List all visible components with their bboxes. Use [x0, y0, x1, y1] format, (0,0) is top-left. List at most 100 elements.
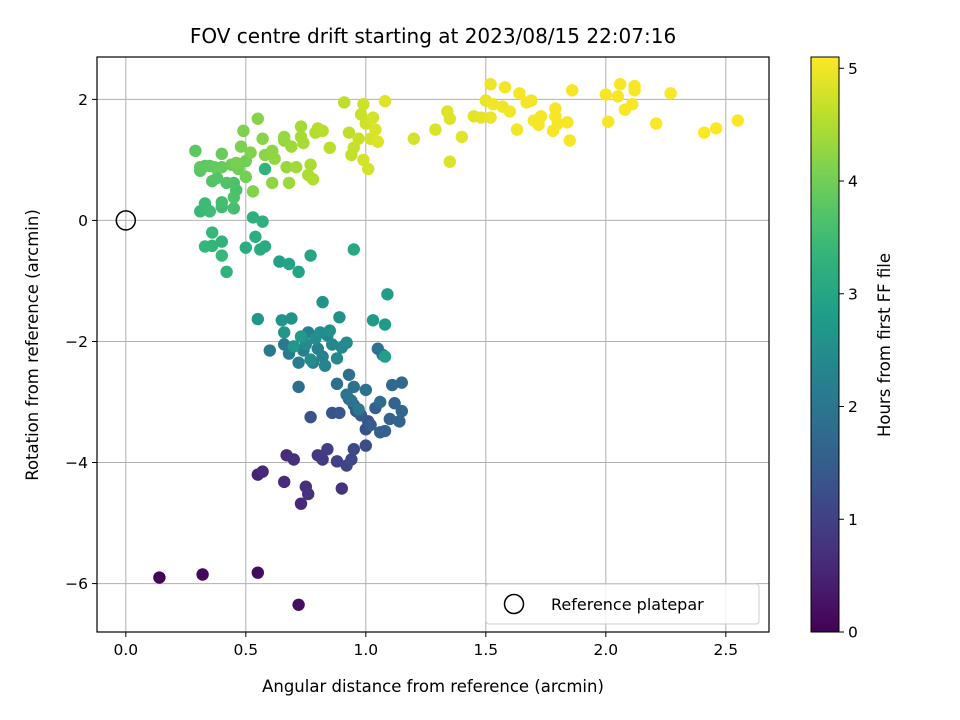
data-point: [549, 110, 562, 123]
data-point: [443, 112, 456, 125]
data-point: [304, 410, 317, 424]
data-point: [486, 98, 500, 111]
data-point: [374, 395, 387, 409]
data-point: [282, 257, 296, 271]
legend-reference-label: Reference platepar: [551, 595, 704, 614]
colorbar-ticks: 0 1 2 3 4 5: [839, 60, 858, 642]
data-point: [194, 160, 207, 174]
data-point: [304, 249, 317, 262]
data-point: [503, 105, 516, 118]
data-point: [256, 132, 269, 145]
data-point: [304, 353, 317, 366]
legend-reference-marker: [503, 593, 525, 615]
data-point: [474, 111, 488, 124]
data-point: [268, 152, 281, 165]
legend: Reference platepar: [485, 583, 760, 625]
data-point: [316, 453, 329, 466]
x-tick-label: 0.0: [113, 641, 138, 659]
data-point: [206, 226, 219, 239]
data-point: [227, 202, 240, 215]
colorbar-tick-label: 3: [848, 285, 858, 303]
data-point: [366, 111, 380, 124]
data-point: [297, 136, 310, 150]
data-point: [306, 173, 320, 186]
data-point: [239, 241, 252, 254]
colorbar-label: Hours from first FF file: [875, 253, 894, 437]
data-point: [388, 397, 401, 410]
data-point: [294, 120, 308, 133]
colorbar-tick-label: 4: [848, 173, 858, 191]
data-point: [602, 115, 615, 128]
data-point: [292, 356, 305, 369]
data-point: [275, 314, 288, 327]
data-point: [650, 117, 663, 130]
data-point: [292, 265, 305, 279]
data-point: [340, 336, 353, 349]
data-point: [215, 249, 228, 262]
y-tick-label: −2: [65, 333, 88, 351]
data-point: [534, 110, 548, 123]
x-tick-label: 1.5: [473, 641, 498, 659]
data-point: [333, 311, 346, 324]
colorbar-gradient: [810, 56, 840, 633]
data-point: [611, 90, 624, 103]
data-point: [455, 130, 468, 144]
data-point: [323, 324, 336, 337]
data-point: [443, 155, 456, 168]
data-point: [347, 443, 360, 456]
data-point: [407, 132, 420, 145]
data-point: [347, 243, 360, 256]
data-point: [251, 566, 264, 579]
data-point: [285, 312, 298, 325]
data-point: [342, 126, 356, 139]
grid-lines: [97, 57, 769, 632]
data-point: [246, 185, 260, 198]
data-point: [395, 404, 408, 418]
data-point: [287, 340, 300, 353]
data-point: [326, 338, 339, 351]
x-axis-label: Angular distance from reference (arcmin): [262, 677, 604, 696]
data-point: [628, 84, 641, 97]
data-point: [196, 568, 209, 581]
data-point: [563, 134, 576, 147]
data-point: [230, 156, 243, 170]
data-point: [239, 170, 252, 184]
colorbar-tick-label: 1: [848, 511, 858, 529]
data-point: [287, 453, 300, 466]
reference-platepar-marker: [115, 210, 137, 231]
colorbar-tick-label: 2: [848, 398, 858, 416]
data-point: [330, 377, 344, 391]
data-point: [395, 376, 408, 389]
x-tick-label: 1.0: [353, 641, 378, 659]
data-point: [366, 314, 380, 327]
data-point: [393, 415, 406, 428]
data-point: [561, 116, 574, 129]
data-point: [362, 162, 375, 176]
data-point: [378, 318, 392, 331]
data-point: [273, 255, 286, 268]
plot-axes: [96, 56, 770, 633]
data-point: [258, 162, 272, 176]
data-point: [215, 196, 228, 209]
data-point: [731, 114, 744, 127]
data-point: [244, 146, 257, 159]
data-point: [189, 144, 202, 158]
data-point: [381, 288, 394, 301]
chart-title: FOV centre drift starting at 2023/08/15 …: [190, 24, 676, 48]
colorbar: 0 1 2 3 4 5 Hours from first FF file: [810, 56, 894, 642]
data-point: [292, 380, 305, 394]
data-point: [302, 487, 315, 501]
data-point: [215, 235, 228, 248]
data-point: [280, 160, 293, 174]
y-axis-label: Rotation from reference (arcmin): [23, 209, 42, 481]
data-point: [352, 132, 365, 145]
data-point: [278, 130, 291, 144]
data-point: [359, 383, 372, 397]
plot-frame: [96, 56, 770, 633]
data-point: [429, 123, 442, 136]
data-point: [378, 424, 392, 438]
x-tick-label: 2.0: [593, 641, 618, 659]
data-point: [378, 350, 392, 363]
data-point: [227, 191, 240, 204]
